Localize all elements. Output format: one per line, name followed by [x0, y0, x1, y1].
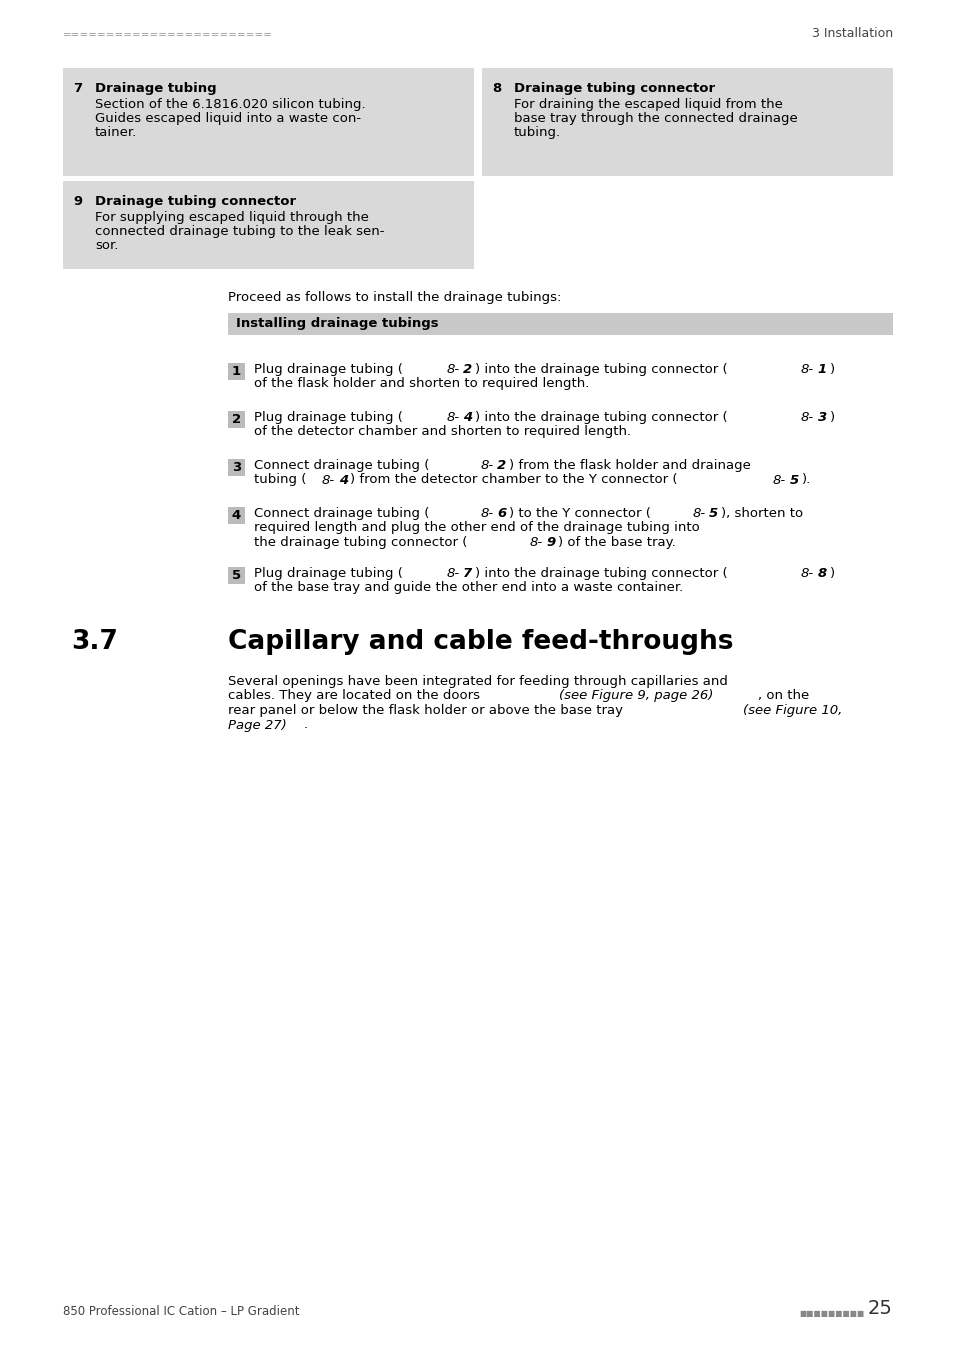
Text: Drainage tubing connector: Drainage tubing connector [514, 82, 715, 94]
Text: rear panel or below the flask holder or above the base tray: rear panel or below the flask holder or … [228, 703, 626, 717]
Text: 850 Professional IC Cation – LP Gradient: 850 Professional IC Cation – LP Gradient [63, 1305, 299, 1318]
Text: Installing drainage tubings: Installing drainage tubings [235, 317, 438, 331]
Text: 8-: 8- [692, 508, 704, 520]
Text: ): ) [829, 363, 834, 377]
Text: 5: 5 [232, 568, 241, 582]
Text: Capillary and cable feed-throughs: Capillary and cable feed-throughs [228, 629, 733, 655]
Text: 4: 4 [462, 410, 472, 424]
Text: 4: 4 [338, 474, 348, 486]
Text: ) to the Y connector (: ) to the Y connector ( [509, 508, 650, 520]
Text: 8: 8 [817, 567, 826, 580]
Text: Section of the 6.1816.020 silicon tubing.: Section of the 6.1816.020 silicon tubing… [95, 99, 365, 111]
Text: of the flask holder and shorten to required length.: of the flask holder and shorten to requi… [253, 378, 589, 390]
Text: 8-: 8- [801, 567, 813, 580]
Text: ) into the drainage tubing connector (: ) into the drainage tubing connector ( [475, 567, 727, 580]
Text: 3: 3 [232, 460, 241, 474]
Text: ) into the drainage tubing connector (: ) into the drainage tubing connector ( [475, 363, 727, 377]
Text: 8-: 8- [529, 536, 542, 549]
Text: ) from the detector chamber to the Y connector (: ) from the detector chamber to the Y con… [350, 474, 678, 486]
Text: 5: 5 [708, 508, 718, 520]
Text: 6: 6 [497, 508, 506, 520]
Text: tainer.: tainer. [95, 126, 137, 139]
Text: the drainage tubing connector (: the drainage tubing connector ( [253, 536, 467, 549]
Text: 8: 8 [492, 82, 500, 94]
Text: of the detector chamber and shorten to required length.: of the detector chamber and shorten to r… [253, 425, 631, 439]
Text: 2: 2 [232, 413, 241, 427]
Text: 8-: 8- [801, 363, 813, 377]
Text: ■■■■■■■■■: ■■■■■■■■■ [799, 1310, 864, 1318]
Text: 9: 9 [73, 194, 82, 208]
Text: connected drainage tubing to the leak sen-: connected drainage tubing to the leak se… [95, 225, 384, 238]
Text: 8-: 8- [446, 363, 458, 377]
FancyBboxPatch shape [228, 363, 245, 379]
Text: ) from the flask holder and drainage: ) from the flask holder and drainage [509, 459, 750, 472]
Text: (see Figure 10,: (see Figure 10, [742, 703, 841, 717]
Text: ) into the drainage tubing connector (: ) into the drainage tubing connector ( [475, 410, 727, 424]
FancyBboxPatch shape [228, 313, 892, 335]
Text: 4: 4 [232, 509, 241, 522]
Text: of the base tray and guide the other end into a waste container.: of the base tray and guide the other end… [253, 582, 682, 594]
Text: ), shorten to: ), shorten to [720, 508, 802, 520]
Text: ): ) [829, 410, 834, 424]
Text: 1: 1 [817, 363, 826, 377]
Text: .: . [303, 718, 308, 732]
Text: ): ) [829, 567, 834, 580]
Text: For draining the escaped liquid from the: For draining the escaped liquid from the [514, 99, 782, 111]
Text: , on the: , on the [757, 690, 808, 702]
Text: Plug drainage tubing (: Plug drainage tubing ( [253, 410, 402, 424]
Text: ).: ). [801, 474, 810, 486]
Text: cables. They are located on the doors: cables. They are located on the doors [228, 690, 484, 702]
Text: 8-: 8- [479, 459, 493, 472]
Text: Drainage tubing connector: Drainage tubing connector [95, 194, 295, 208]
Text: Guides escaped liquid into a waste con-: Guides escaped liquid into a waste con- [95, 112, 361, 126]
Text: ) of the base tray.: ) of the base tray. [558, 536, 676, 549]
Text: Connect drainage tubing (: Connect drainage tubing ( [253, 508, 429, 520]
Text: 8-: 8- [772, 474, 785, 486]
Text: 8-: 8- [801, 410, 813, 424]
Text: tubing (: tubing ( [253, 474, 306, 486]
Text: 2: 2 [462, 363, 472, 377]
FancyBboxPatch shape [228, 508, 245, 524]
Text: 8-: 8- [321, 474, 335, 486]
Text: ========================: ======================== [63, 30, 273, 40]
Text: Proceed as follows to install the drainage tubings:: Proceed as follows to install the draina… [228, 292, 560, 304]
Text: required length and plug the other end of the drainage tubing into: required length and plug the other end o… [253, 521, 699, 535]
Text: base tray through the connected drainage: base tray through the connected drainage [514, 112, 797, 126]
Text: 8-: 8- [446, 410, 458, 424]
Text: Drainage tubing: Drainage tubing [95, 82, 216, 94]
Text: 5: 5 [789, 474, 799, 486]
Text: 2: 2 [497, 459, 506, 472]
Text: 9: 9 [546, 536, 555, 549]
Text: 3: 3 [817, 410, 826, 424]
Text: 3 Installation: 3 Installation [811, 27, 892, 40]
FancyBboxPatch shape [63, 68, 474, 176]
Text: Page 27): Page 27) [228, 718, 287, 732]
Text: 3.7: 3.7 [71, 629, 118, 655]
Text: 8-: 8- [479, 508, 493, 520]
Text: 7: 7 [73, 82, 82, 94]
FancyBboxPatch shape [63, 181, 474, 269]
Text: tubing.: tubing. [514, 126, 560, 139]
Text: Connect drainage tubing (: Connect drainage tubing ( [253, 459, 429, 472]
Text: 8-: 8- [446, 567, 458, 580]
FancyBboxPatch shape [228, 459, 245, 477]
Text: 25: 25 [867, 1299, 892, 1318]
Text: (see Figure 9, page 26): (see Figure 9, page 26) [558, 690, 712, 702]
FancyBboxPatch shape [228, 410, 245, 428]
Text: Plug drainage tubing (: Plug drainage tubing ( [253, 567, 402, 580]
FancyBboxPatch shape [228, 567, 245, 585]
FancyBboxPatch shape [481, 68, 892, 176]
Text: 7: 7 [462, 567, 472, 580]
Text: Plug drainage tubing (: Plug drainage tubing ( [253, 363, 402, 377]
Text: Several openings have been integrated for feeding through capillaries and: Several openings have been integrated fo… [228, 675, 727, 688]
Text: For supplying escaped liquid through the: For supplying escaped liquid through the [95, 211, 369, 224]
Text: 1: 1 [232, 364, 241, 378]
Text: sor.: sor. [95, 239, 118, 252]
